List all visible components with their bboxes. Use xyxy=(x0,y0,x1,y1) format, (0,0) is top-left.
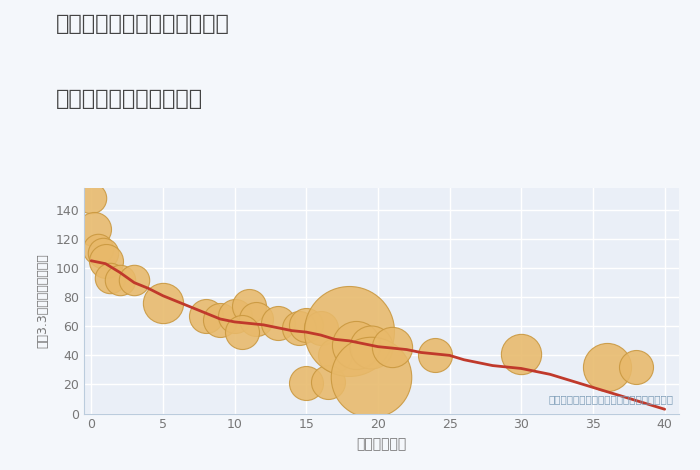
Point xyxy=(430,352,441,359)
Text: 円の大きさは、取引のあった物件面積を示す: 円の大きさは、取引のあった物件面積を示す xyxy=(548,395,673,405)
Point xyxy=(322,378,333,385)
Point xyxy=(386,343,398,351)
Point xyxy=(158,299,169,307)
Point xyxy=(351,341,362,349)
Point xyxy=(215,317,226,324)
Point xyxy=(602,363,613,371)
Point xyxy=(200,313,211,320)
Point xyxy=(300,321,312,329)
Point xyxy=(92,245,104,253)
Point xyxy=(104,274,116,282)
Text: 築年数別中古戸建て価格: 築年数別中古戸建て価格 xyxy=(56,89,203,110)
Point xyxy=(329,352,340,359)
Text: 兵庫県姫路市飾磨区今在家の: 兵庫県姫路市飾磨区今在家の xyxy=(56,14,230,34)
X-axis label: 築年数（年）: 築年数（年） xyxy=(356,437,407,451)
Point xyxy=(85,195,97,202)
Point xyxy=(516,350,527,358)
Point xyxy=(100,257,111,265)
Point xyxy=(293,324,304,331)
Point xyxy=(97,250,108,257)
Y-axis label: 坪（3.3㎡）単価（万円）: 坪（3.3㎡）単価（万円） xyxy=(36,253,50,348)
Point xyxy=(229,313,240,320)
Point xyxy=(365,343,377,351)
Point xyxy=(344,327,355,334)
Point xyxy=(129,276,140,283)
Point xyxy=(114,276,125,283)
Point xyxy=(631,363,642,371)
Point xyxy=(300,379,312,387)
Point xyxy=(365,374,377,381)
Point xyxy=(315,324,326,331)
Point xyxy=(251,315,262,323)
Point xyxy=(244,302,255,310)
Point xyxy=(88,225,99,233)
Point xyxy=(236,329,247,336)
Point xyxy=(272,320,284,327)
